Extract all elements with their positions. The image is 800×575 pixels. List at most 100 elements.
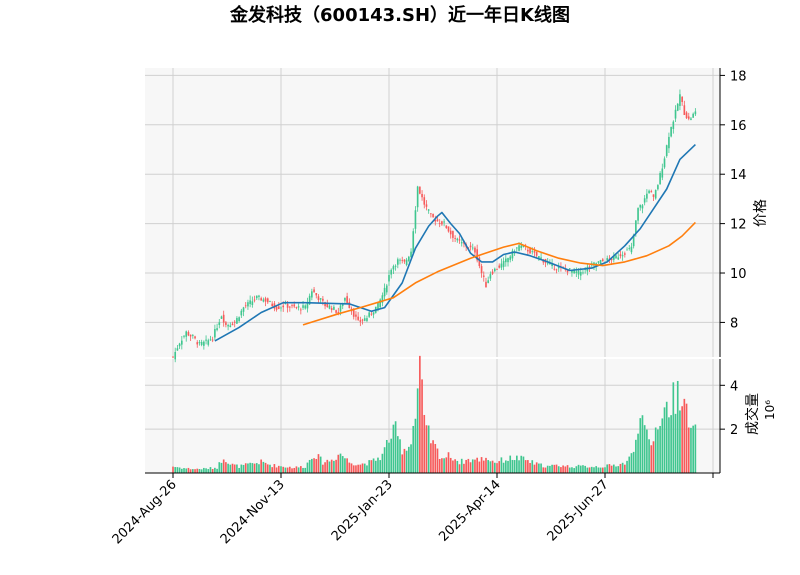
candle-body	[370, 313, 373, 315]
volume-bar	[511, 459, 514, 473]
volume-bar	[632, 451, 635, 473]
volume-bar	[249, 462, 251, 473]
candle-body	[511, 250, 514, 259]
candle-body	[363, 318, 366, 321]
volume-bar	[385, 439, 388, 473]
volume-bar	[601, 467, 604, 473]
candle-body	[471, 247, 474, 249]
volume-bar	[313, 458, 315, 473]
volume-bar	[211, 468, 214, 473]
volume-bar	[641, 415, 644, 473]
candle-body	[504, 258, 507, 263]
candle-body	[668, 136, 670, 149]
volume-bar	[220, 462, 223, 473]
candle-body	[189, 334, 192, 337]
candle-body	[509, 256, 512, 260]
volume-bar	[300, 466, 302, 473]
volume-bar	[478, 461, 481, 473]
volume-bar	[617, 466, 620, 473]
candle-body	[502, 260, 505, 267]
volume-bar	[529, 462, 531, 473]
candle-body	[227, 325, 229, 327]
volume-bar	[690, 427, 692, 473]
volume-bar	[266, 464, 269, 473]
candle-body	[535, 251, 538, 256]
candle-body	[324, 302, 326, 307]
volume-bar	[432, 440, 434, 473]
volume-bar	[560, 467, 562, 473]
volume-bar	[421, 379, 423, 473]
volume-bar	[452, 460, 454, 473]
volume-bar	[297, 467, 300, 473]
candle-body	[222, 314, 225, 323]
candle-body	[192, 335, 194, 336]
candle-body	[628, 248, 631, 249]
candle-body	[676, 103, 679, 111]
candle-body	[624, 253, 626, 255]
candle-body	[610, 258, 613, 261]
volume-bar	[352, 465, 355, 473]
candle-body	[493, 268, 496, 272]
candle-body	[432, 213, 434, 217]
candle-body	[302, 305, 304, 308]
candle-body	[214, 329, 216, 338]
volume-bar	[496, 463, 498, 473]
volume-bar	[222, 459, 225, 473]
volume-bar	[227, 463, 229, 473]
volume-bar	[665, 401, 668, 473]
volume-bar	[588, 467, 591, 473]
candle-body	[174, 352, 177, 360]
candle-body	[280, 307, 282, 309]
candle-body	[555, 269, 558, 271]
volume-tick-label: 2	[730, 423, 738, 438]
candle-body	[282, 305, 285, 308]
candle-body	[449, 230, 452, 235]
volume-bar	[571, 467, 573, 473]
volume-bar	[657, 429, 659, 473]
volume-bar	[359, 464, 362, 473]
volume-bar	[531, 460, 534, 473]
volume-bar	[493, 462, 496, 473]
candle-body	[410, 251, 412, 258]
volume-axis-unit: 10⁶	[763, 400, 777, 420]
volume-bar	[546, 465, 549, 473]
candle-body	[346, 296, 348, 304]
volume-bar	[330, 459, 333, 473]
volume-bar	[374, 460, 377, 473]
candle-body	[249, 300, 251, 305]
candle-body	[333, 306, 335, 310]
volume-bar	[244, 463, 247, 473]
candle-body	[498, 265, 501, 268]
volume-bar	[408, 446, 410, 473]
candle-body	[665, 145, 668, 157]
candle-body	[657, 185, 659, 190]
volume-bar	[416, 388, 419, 473]
volume-bar	[399, 439, 401, 473]
volume-bar	[507, 460, 509, 473]
candle-body	[447, 226, 450, 232]
candle-body	[388, 275, 390, 282]
candle-body	[641, 205, 644, 209]
chart-title: 金发科技（600143.SH）近一年日K线图	[230, 5, 570, 26]
volume-bar	[557, 466, 560, 473]
volume-bar	[465, 459, 467, 473]
candle-body	[399, 259, 401, 261]
candle-body	[630, 246, 633, 253]
volume-bar	[579, 465, 582, 473]
candle-body	[438, 223, 441, 224]
volume-bar	[670, 415, 672, 473]
candle-body	[487, 280, 490, 283]
volume-bar	[282, 466, 285, 473]
volume-bar	[522, 456, 525, 473]
volume-bar	[207, 469, 210, 473]
volume-bar	[430, 443, 432, 473]
candle-body	[319, 298, 322, 300]
price-tick-label: 14	[730, 168, 747, 183]
candle-body	[207, 340, 210, 345]
candle-body	[599, 260, 602, 264]
x-tick-label: 2025-Jun-27	[545, 477, 612, 544]
volume-bar	[379, 460, 382, 473]
volume-bar	[192, 469, 194, 473]
candle-body	[275, 306, 278, 310]
